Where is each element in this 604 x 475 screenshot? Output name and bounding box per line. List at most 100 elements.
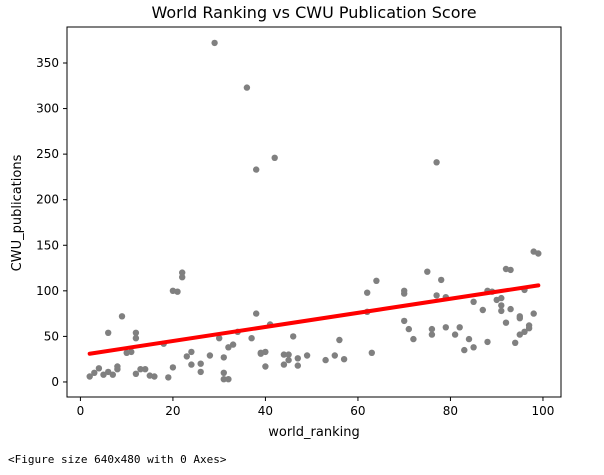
data-point: [405, 325, 412, 333]
data-point: [142, 366, 149, 373]
y-tick-label: 350: [36, 56, 59, 70]
data-point: [410, 335, 417, 343]
data-point: [373, 277, 380, 284]
data-point: [516, 315, 523, 322]
data-point: [105, 329, 112, 336]
data-point: [188, 348, 195, 356]
data-point: [285, 351, 292, 358]
data-point: [470, 298, 477, 305]
data-point: [303, 352, 311, 359]
data-point: [105, 368, 112, 376]
regression-line: [87, 283, 541, 356]
data-point: [498, 307, 505, 315]
y-tick-label: 100: [36, 284, 59, 298]
data-point: [262, 363, 269, 370]
data-point: [294, 362, 301, 369]
x-tick-label: 60: [350, 404, 365, 418]
data-point: [220, 354, 227, 361]
data-point: [525, 325, 533, 332]
x-tick-label: 0: [77, 404, 85, 418]
data-point: [128, 348, 135, 356]
data-point: [428, 331, 436, 338]
data-point: [336, 336, 343, 344]
data-point: [340, 356, 348, 363]
data-point: [151, 373, 158, 380]
data-point: [438, 276, 445, 284]
data-point: [216, 335, 223, 342]
data-point: [197, 368, 204, 376]
data-point: [137, 366, 144, 373]
data-point: [100, 371, 107, 378]
data-point: [169, 364, 177, 371]
data-point: [368, 349, 375, 356]
data-point: [197, 360, 204, 367]
data-point: [229, 341, 237, 348]
data-point: [401, 317, 408, 325]
data-point: [433, 159, 440, 166]
data-point: [188, 361, 195, 368]
data-point: [512, 339, 519, 346]
axes-frame: [66, 26, 562, 398]
x-tick-label: 80: [443, 404, 458, 418]
y-tick-label: 150: [36, 238, 59, 252]
data-point: [95, 365, 103, 372]
data-point: [220, 376, 227, 383]
data-point: [165, 374, 172, 381]
y-tick-label: 50: [44, 329, 59, 343]
data-point: [118, 313, 126, 320]
data-point: [183, 353, 190, 360]
data-point: [521, 328, 528, 335]
x-tick-label: 100: [532, 404, 555, 418]
data-point: [294, 355, 301, 362]
y-axis-label: CWU_publications: [10, 154, 25, 271]
data-point: [225, 344, 232, 351]
data-point: [507, 266, 514, 274]
plot-area: 0 20 40 60 80 100 0 50 100 150 200 250 300 350: [36, 26, 562, 418]
data-point: [132, 370, 140, 377]
data-point: [253, 310, 260, 317]
y-tick-label: 200: [36, 193, 59, 207]
data-point: [364, 289, 371, 296]
data-point: [86, 373, 93, 380]
data-point: [516, 331, 523, 338]
data-point: [451, 331, 459, 338]
data-point: [248, 335, 255, 342]
data-point: [132, 335, 140, 342]
y-tick-label: 300: [36, 102, 59, 116]
data-point: [262, 348, 269, 356]
data-point: [243, 84, 251, 91]
data-point: [442, 324, 449, 331]
y-tick-label: 0: [51, 375, 59, 389]
data-point: [428, 325, 436, 333]
data-point: [424, 268, 431, 275]
data-point: [290, 333, 297, 340]
data-point: [456, 324, 463, 331]
data-point: [535, 250, 542, 257]
data-point: [331, 352, 338, 359]
data-point: [271, 154, 278, 161]
data-point: [433, 292, 440, 299]
data-point: [484, 338, 491, 346]
data-point: [179, 274, 186, 281]
data-point: [253, 166, 260, 173]
data-point: [91, 369, 98, 376]
data-point: [498, 302, 505, 309]
data-point: [322, 356, 329, 364]
data-point: [280, 351, 288, 358]
data-point: [502, 319, 510, 326]
data-point: [285, 356, 292, 364]
x-axis-label: world_ranking: [268, 425, 359, 440]
figure-caption: <Figure size 640x480 with 0 Axes>: [8, 453, 227, 466]
chart-title: World Ranking vs CWU Publication Score: [151, 3, 476, 22]
data-point: [280, 361, 288, 368]
data-point: [498, 294, 505, 302]
data-point: [479, 306, 486, 314]
x-tick-label: 40: [258, 404, 273, 418]
data-point: [220, 369, 227, 376]
data-point: [211, 39, 218, 47]
data-point: [109, 371, 117, 378]
y-tick-label: 250: [36, 147, 59, 161]
data-point: [530, 310, 537, 317]
data-point: [179, 269, 186, 276]
